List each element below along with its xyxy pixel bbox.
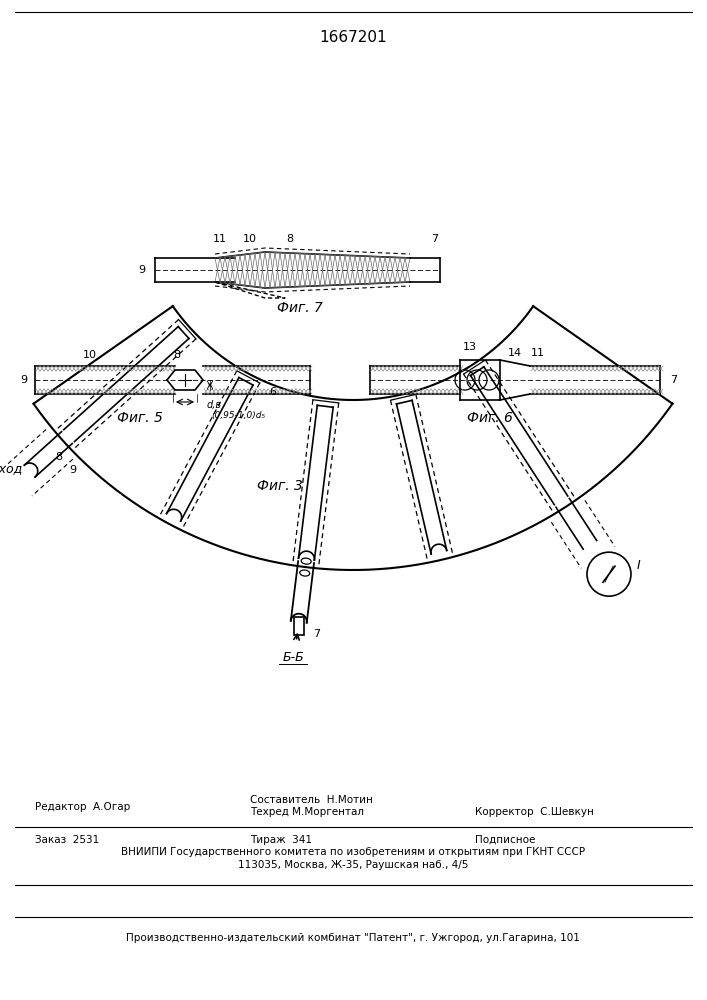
Text: 9: 9 xyxy=(69,465,76,475)
Text: Фиг. 5: Фиг. 5 xyxy=(117,411,163,425)
Text: Заказ  2531: Заказ 2531 xyxy=(35,835,99,845)
Text: 10: 10 xyxy=(83,350,97,360)
Text: Корректор  С.Шевкун: Корректор С.Шевкун xyxy=(475,807,594,817)
Text: 11: 11 xyxy=(213,234,227,244)
Text: 7: 7 xyxy=(313,629,320,639)
Text: 11: 11 xyxy=(531,348,545,358)
Text: Б-Б: Б-Б xyxy=(282,651,304,664)
Text: (0,95-1,0)d₅: (0,95-1,0)d₅ xyxy=(211,411,265,420)
Text: Редактор  А.Огар: Редактор А.Огар xyxy=(35,802,130,812)
Text: 113035, Москва, Ж-35, Раушская наб., 4/5: 113035, Москва, Ж-35, Раушская наб., 4/5 xyxy=(238,860,468,870)
Text: Фиг. 7: Фиг. 7 xyxy=(277,301,323,315)
Text: Подписное: Подписное xyxy=(475,835,535,845)
Text: 7: 7 xyxy=(670,375,677,385)
Text: ВНИИПИ Государственного комитета по изобретениям и открытиям при ГКНТ СССР: ВНИИПИ Государственного комитета по изоб… xyxy=(121,847,585,857)
Text: Фиг. 6: Фиг. 6 xyxy=(467,411,513,425)
Text: Техред М.Моргентал: Техред М.Моргентал xyxy=(250,807,364,817)
Text: 1667201: 1667201 xyxy=(319,29,387,44)
Text: Производственно-издательский комбинат "Патент", г. Ужгород, ул.Гагарина, 101: Производственно-издательский комбинат "П… xyxy=(126,933,580,943)
Text: 13: 13 xyxy=(463,342,477,352)
Text: 14: 14 xyxy=(508,348,522,358)
Text: 9: 9 xyxy=(20,375,27,385)
Text: 6: 6 xyxy=(269,387,276,397)
Text: Тираж  341: Тираж 341 xyxy=(250,835,312,845)
Text: 9: 9 xyxy=(138,265,145,275)
Text: 8: 8 xyxy=(54,452,62,462)
Text: Вход: Вход xyxy=(0,462,23,475)
Text: 8: 8 xyxy=(286,234,293,244)
Text: 7: 7 xyxy=(431,234,438,244)
Text: d,в: d,в xyxy=(207,400,222,410)
Text: 8: 8 xyxy=(173,350,180,360)
Text: Фиг. 3: Фиг. 3 xyxy=(257,479,303,493)
Bar xyxy=(294,617,305,635)
Text: Составитель  Н.Мотин: Составитель Н.Мотин xyxy=(250,795,373,805)
Text: 10: 10 xyxy=(243,234,257,244)
Text: I: I xyxy=(637,559,641,572)
